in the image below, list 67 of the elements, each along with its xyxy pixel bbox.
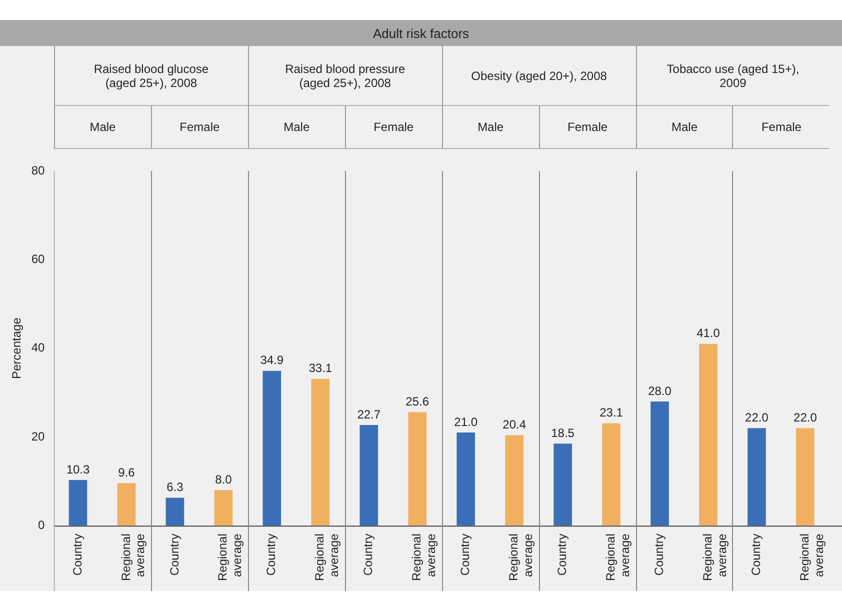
x-tick-label: Country: [361, 534, 376, 576]
data-label: 34.9: [260, 353, 284, 368]
text: Male: [636, 106, 732, 149]
x-tick-label: Regional average: [506, 533, 536, 582]
x-tick-label: Regional average: [312, 533, 342, 582]
data-label: 9.6: [118, 465, 136, 480]
bar: [408, 412, 427, 526]
bar: [602, 423, 620, 526]
data-label: 8.0: [215, 472, 232, 486]
bar: [699, 344, 718, 526]
data-label: 21.0: [454, 414, 478, 429]
text: Female: [150, 106, 248, 149]
bar: [311, 378, 330, 526]
bar: [456, 432, 475, 526]
data-label: 20.4: [502, 418, 526, 432]
x-tick-label: Regional average: [118, 533, 148, 582]
data-label: 41.0: [696, 326, 720, 340]
data-label: 10.3: [66, 462, 90, 476]
y-tick-label: 80: [31, 163, 46, 178]
y-tick-label: 20: [31, 429, 46, 444]
bar: [166, 498, 184, 526]
data-label: 18.5: [551, 426, 575, 440]
data-label: 28.0: [648, 384, 672, 398]
bar: [748, 428, 766, 526]
y-tick-label: 60: [31, 252, 46, 266]
x-tick-label: Regional average: [700, 533, 729, 582]
data-label: 22.7: [357, 407, 381, 422]
x-tick-label: Regional average: [604, 533, 632, 582]
bar: [505, 435, 524, 526]
text: Raised blood pressure (aged 25+), 2008: [248, 46, 442, 106]
y-axis-title: Percentage: [10, 317, 24, 380]
x-tick-label: Country: [264, 534, 278, 576]
bar: [262, 370, 282, 526]
x-tick-label: Country: [555, 534, 570, 576]
x-tick-label: Country: [70, 534, 84, 576]
text: Raised blood glucose (aged 25+), 2008: [54, 46, 248, 106]
text: Male: [442, 106, 539, 149]
x-tick-label: Country: [749, 534, 764, 576]
data-label: 33.1: [308, 361, 332, 376]
x-tick-label: Regional average: [216, 533, 244, 582]
bar: [554, 444, 572, 526]
chart-title: Adult risk factors: [0, 20, 842, 46]
text: Male: [54, 106, 151, 149]
data-label: 22.0: [745, 410, 769, 424]
x-tick-label: Country: [652, 534, 666, 576]
x-tick-label: Regional average: [798, 533, 826, 582]
bar: [360, 425, 378, 526]
y-tick-label: 0: [38, 518, 46, 532]
text: Female: [732, 106, 830, 149]
bar: [117, 483, 136, 526]
text: Female: [344, 106, 442, 149]
text: Female: [538, 106, 636, 149]
data-label: 6.3: [166, 480, 184, 494]
x-tick-label: Country: [167, 534, 182, 576]
data-label: 23.1: [600, 406, 624, 420]
bar: [214, 490, 233, 526]
bar: [68, 480, 88, 526]
data-label: 25.6: [406, 394, 430, 408]
text: Obesity (aged 20+), 2008: [442, 46, 636, 106]
bar: [796, 428, 814, 526]
x-tick-label: Regional average: [410, 533, 438, 582]
bar: [650, 402, 669, 526]
x-tick-label: Country: [458, 534, 472, 576]
text: Male: [248, 106, 345, 149]
y-tick-label: 40: [31, 340, 46, 355]
data-label: 22.0: [794, 410, 818, 424]
text: Tobacco use (aged 15+), 2009: [636, 46, 830, 106]
